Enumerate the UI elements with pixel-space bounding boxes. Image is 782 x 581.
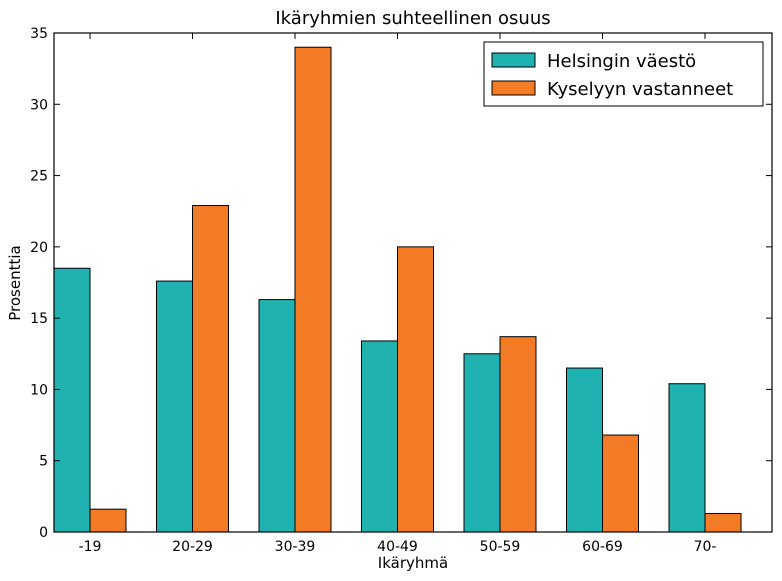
x-axis-ticks: -19 20-29 30-39 40-49 50-59 60-69 70- <box>79 33 717 555</box>
x-tick-label: 40-49 <box>377 539 418 555</box>
bar-respondents-5 <box>602 434 639 533</box>
bar-respondents-3 <box>397 246 434 533</box>
y-tick-label: 25 <box>30 169 48 185</box>
y-tick-label: 20 <box>30 240 48 256</box>
bar-population-4 <box>463 353 501 533</box>
legend: Helsingin väestö Kyselyyn vastanneet <box>483 41 764 107</box>
plot-frame <box>53 32 773 533</box>
y-tick-label: 35 <box>30 26 48 42</box>
x-axis-title: Ikäryhmä <box>378 554 448 572</box>
y-tick-label: 30 <box>30 97 48 113</box>
legend-swatch-1 <box>491 80 536 96</box>
bar-respondents-6 <box>704 512 742 533</box>
bar-respondents-1 <box>192 205 229 533</box>
bar-population-6 <box>668 383 706 533</box>
bar-population-1 <box>156 280 193 533</box>
y-tick-label: 5 <box>39 454 48 470</box>
bar-population-5 <box>566 367 603 533</box>
chart-title: Ikäryhmien suhteellinen osuus <box>275 8 550 29</box>
bar-respondents-2 <box>294 46 332 533</box>
x-tick-label: 60-69 <box>582 539 623 555</box>
bar-respondents-4 <box>499 336 537 533</box>
legend-label-0: Helsingin väestö <box>547 51 696 72</box>
x-tick-label: -19 <box>79 539 102 555</box>
x-tick-label: 20-29 <box>172 539 213 555</box>
bars-group <box>53 46 742 533</box>
bar-population-2 <box>258 299 296 533</box>
y-axis-title: Prosenttia <box>6 245 24 320</box>
legend-label-1: Kyselyyn vastanneet <box>547 79 733 100</box>
y-tick-label: 15 <box>30 311 48 327</box>
y-axis-ticks: 0 5 10 15 20 25 30 35 <box>30 26 772 541</box>
y-tick-label: 0 <box>39 525 48 541</box>
bar-respondents-0 <box>89 508 127 533</box>
x-tick-label: 70- <box>694 539 717 555</box>
legend-swatch-0 <box>491 52 536 68</box>
bar-population-0 <box>53 267 91 533</box>
y-tick-label: 10 <box>30 382 48 398</box>
bar-population-3 <box>361 340 398 533</box>
x-tick-label: 50-59 <box>480 539 521 555</box>
x-tick-label: 30-39 <box>275 539 316 555</box>
